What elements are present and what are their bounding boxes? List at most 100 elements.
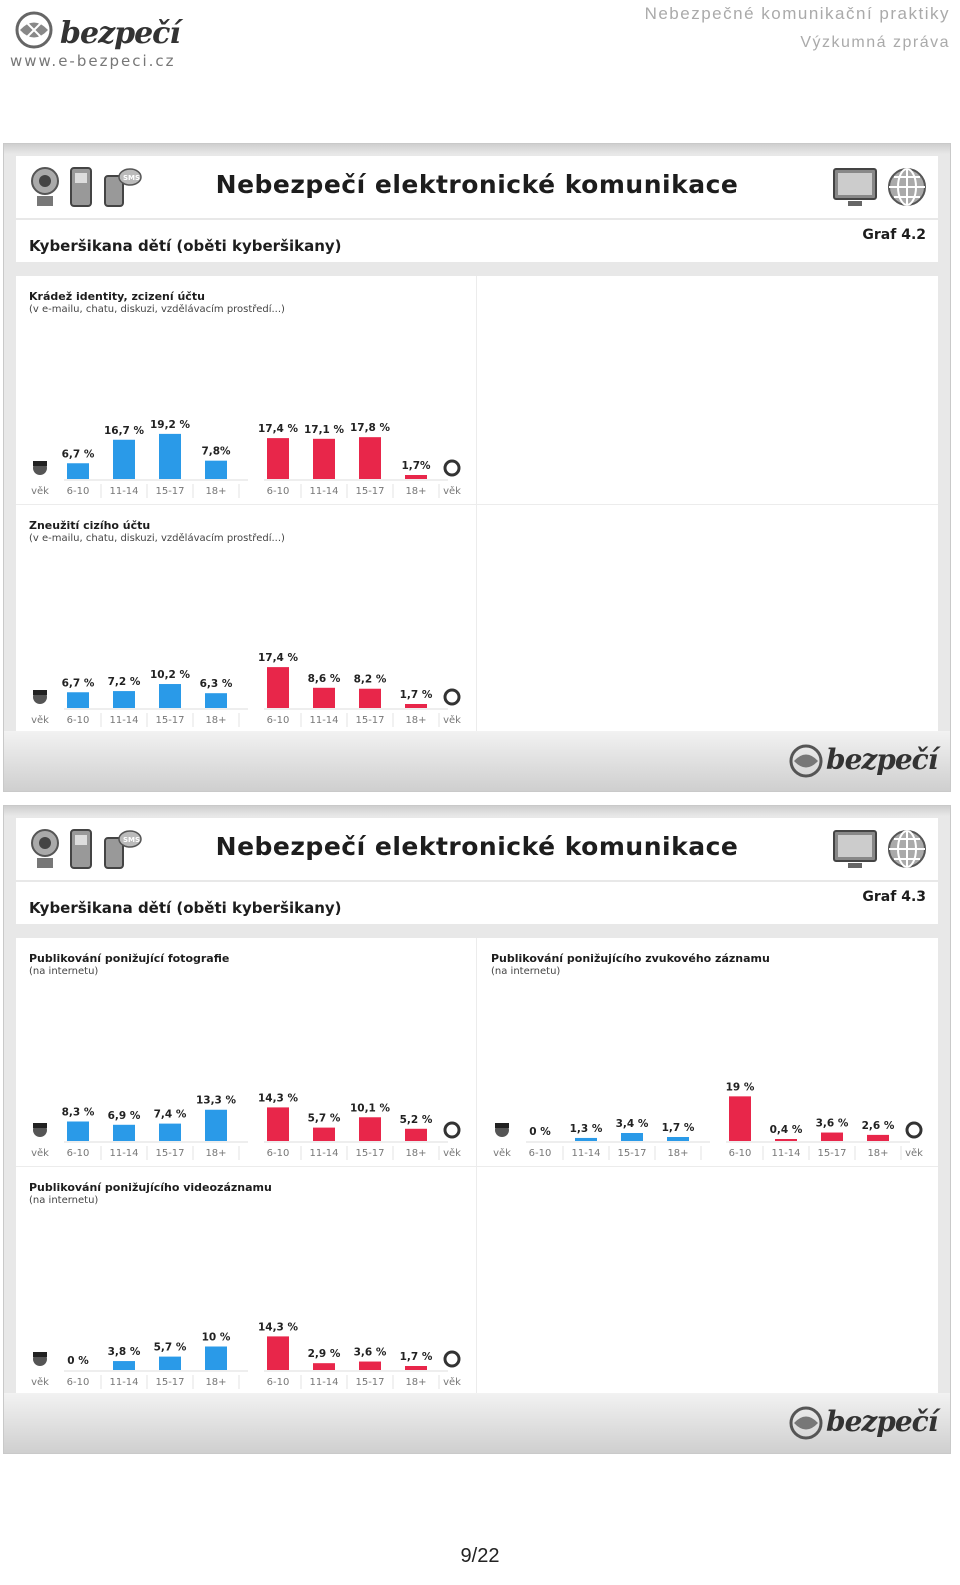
category-label: 11-14 (309, 1377, 338, 1388)
bar (729, 1096, 751, 1141)
age-label: věk (905, 1147, 923, 1159)
bar (205, 1109, 227, 1141)
data-label: 17,4 % (258, 652, 299, 664)
category-label: 18+ (405, 486, 426, 497)
bar (313, 1363, 335, 1370)
category-label: 15-17 (617, 1148, 646, 1159)
category-label: 11-14 (571, 1148, 600, 1159)
bar (159, 1356, 181, 1370)
child-hair-icon (33, 690, 47, 695)
age-label: věk (31, 1147, 49, 1159)
data-label: 17,1 % (304, 424, 345, 436)
category-label: 6-10 (67, 486, 90, 497)
category-label: 6-10 (529, 1148, 552, 1159)
bar (405, 475, 427, 479)
svg-text:SMS: SMS (123, 174, 140, 182)
category-label: 11-14 (309, 486, 338, 497)
data-label: 14,3 % (258, 1092, 299, 1104)
category-label: 18+ (867, 1148, 888, 1159)
bar (159, 684, 181, 708)
data-label: 6,7 % (62, 448, 95, 460)
banner-title: Nebezpečí elektronické komunikace (215, 832, 739, 861)
sms-phone-icon: SMS (104, 168, 142, 207)
category-label: 6-10 (267, 486, 290, 497)
data-label: 0,4 % (770, 1124, 803, 1136)
age-label: věk (443, 714, 461, 726)
bar (313, 438, 335, 479)
chart-subtitle: (na internetu) (29, 966, 98, 977)
data-label: 10,2 % (150, 669, 191, 681)
row-divider (16, 1166, 938, 1167)
age-label: věk (443, 485, 461, 497)
bar (113, 1124, 135, 1141)
category-label: 11-14 (109, 486, 138, 497)
chart-subtitle: (na internetu) (491, 966, 560, 977)
category-label: 11-14 (309, 1148, 338, 1159)
page-number: 9/22 (460, 1545, 500, 1567)
category-label: 6-10 (67, 715, 90, 726)
bar (159, 433, 181, 479)
column-divider (476, 276, 477, 734)
category-label: 15-17 (155, 486, 184, 497)
data-label: 2,6 % (862, 1120, 895, 1132)
category-label: 18+ (405, 715, 426, 726)
header-logo[interactable]: bezpečí www.e-bezpeci.cz (10, 8, 190, 70)
bar (67, 692, 89, 708)
bar (267, 1336, 289, 1370)
bar (267, 1107, 289, 1141)
category-label: 6-10 (267, 1377, 290, 1388)
mobile-phone-icon (70, 167, 92, 207)
bar (313, 687, 335, 708)
adult-icon (443, 1121, 461, 1139)
data-label: 0 % (67, 1355, 89, 1367)
chart-ponizujici-videozaznam: Publikování ponižujícího videozáznamu(na… (29, 1181, 461, 1389)
graf-number: Graf 4.3 (862, 889, 926, 905)
bar (359, 1361, 381, 1370)
slide-graf-4-3: SMS Nebezpečí elektronické komunikace Ky… (3, 805, 951, 1454)
row-divider (16, 504, 938, 505)
bar (775, 1139, 797, 1141)
data-label: 8,6 % (308, 673, 341, 685)
data-label: 5,7 % (308, 1113, 341, 1125)
category-label: 11-14 (771, 1148, 800, 1159)
bar (867, 1134, 889, 1141)
category-label: 15-17 (355, 486, 384, 497)
data-label: 6,9 % (108, 1110, 141, 1122)
bar (113, 1361, 135, 1370)
age-label: věk (31, 1376, 49, 1388)
bar (159, 1123, 181, 1141)
bar (267, 438, 289, 479)
chart-title: Publikování ponižujícího zvukového zázna… (491, 952, 770, 965)
category-label: 6-10 (67, 1377, 90, 1388)
category-label: 11-14 (309, 715, 338, 726)
category-label: 11-14 (109, 1377, 138, 1388)
chart-title: Zneužití cizího účtu (29, 519, 150, 532)
chart-subtitle: (v e-mailu, chatu, diskuzi, vzdělávacím … (29, 303, 285, 315)
slide-banner: SMS Nebezpečí elektronické komunikace (16, 818, 938, 880)
column-divider (476, 938, 477, 1396)
monitor-icon (833, 830, 877, 868)
category-label: 15-17 (155, 1148, 184, 1159)
category-label: 6-10 (267, 1148, 290, 1159)
data-label: 6,7 % (62, 677, 95, 689)
document-header: Nebezpečné komunikační praktiky Výzkumná… (645, 2, 950, 55)
slide-footer: bezpečí (4, 1393, 950, 1453)
data-label: 3,6 % (816, 1118, 849, 1130)
bar (359, 1117, 381, 1141)
category-label: 15-17 (155, 715, 184, 726)
website-link[interactable]: www.e-bezpeci.cz (10, 52, 176, 70)
adult-icon (443, 688, 461, 706)
child-hair-icon (33, 1123, 47, 1128)
age-label: věk (443, 1376, 461, 1388)
slide-top-edge (4, 806, 950, 816)
webcam-icon (31, 167, 59, 206)
age-label: věk (31, 714, 49, 726)
monitor-icon (833, 168, 877, 206)
data-label: 8,2 % (354, 674, 387, 686)
category-label: 11-14 (109, 715, 138, 726)
data-label: 2,9 % (308, 1348, 341, 1360)
logo-wordmark: bezpečí (60, 16, 181, 51)
chart-zneuziti-uctu: Zneužití cizího účtu(v e-mailu, chatu, d… (29, 519, 461, 727)
child-hair-icon (495, 1123, 509, 1128)
adult-icon (443, 1350, 461, 1368)
